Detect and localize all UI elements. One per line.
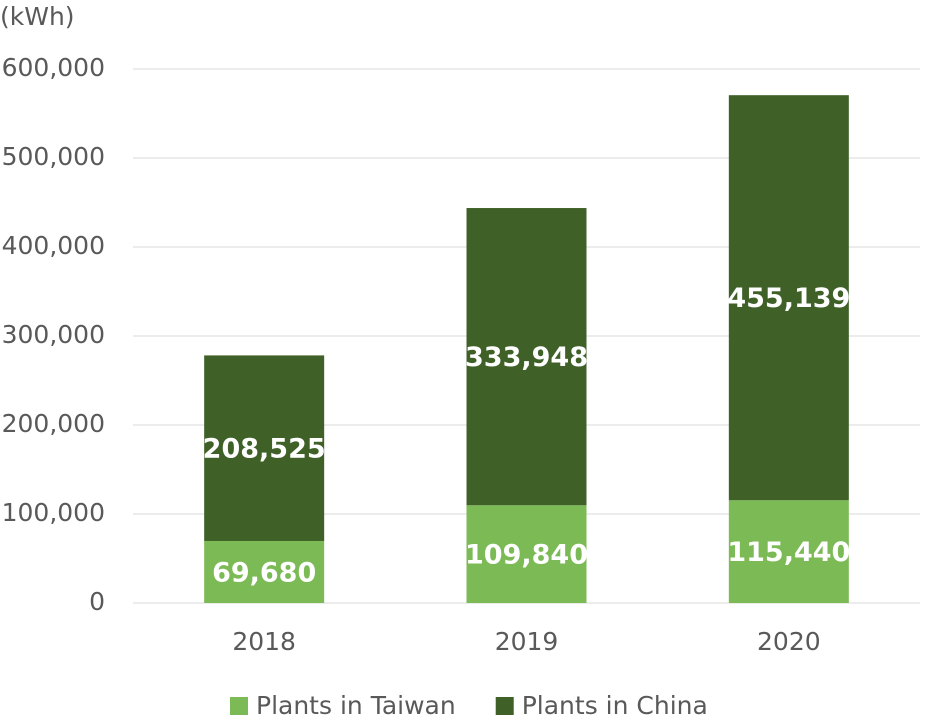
y-tick-label: 0 bbox=[89, 587, 105, 616]
data-label: 115,440 bbox=[727, 537, 850, 568]
legend-label: Plants in Taiwan bbox=[256, 691, 456, 720]
legend-swatch bbox=[495, 697, 514, 715]
y-axis-label: (kWh) bbox=[0, 2, 75, 31]
data-label: 109,840 bbox=[465, 540, 588, 571]
data-label: 208,525 bbox=[203, 434, 326, 465]
data-label: 455,139 bbox=[727, 283, 850, 314]
y-tick-label: 400,000 bbox=[2, 231, 105, 260]
legend-label: Plants in China bbox=[522, 691, 708, 720]
legend-swatch bbox=[230, 697, 248, 715]
y-tick-label: 100,000 bbox=[2, 498, 105, 527]
bar-segment bbox=[728, 95, 849, 501]
x-tick-label: 2018 bbox=[232, 627, 296, 656]
bar-segment bbox=[204, 355, 325, 541]
data-label: 333,948 bbox=[465, 342, 588, 373]
bar-segment bbox=[466, 208, 587, 506]
bar-segment bbox=[204, 540, 325, 603]
bar-segment bbox=[466, 505, 587, 603]
bar-segment bbox=[728, 500, 849, 603]
y-tick-label: 600,000 bbox=[2, 53, 105, 82]
y-tick-label: 200,000 bbox=[2, 409, 105, 438]
x-tick-label: 2019 bbox=[495, 627, 559, 656]
y-tick-label: 500,000 bbox=[2, 142, 105, 171]
x-tick-label: 2020 bbox=[757, 627, 821, 656]
y-tick-label: 300,000 bbox=[2, 320, 105, 349]
data-label: 69,680 bbox=[212, 557, 316, 588]
